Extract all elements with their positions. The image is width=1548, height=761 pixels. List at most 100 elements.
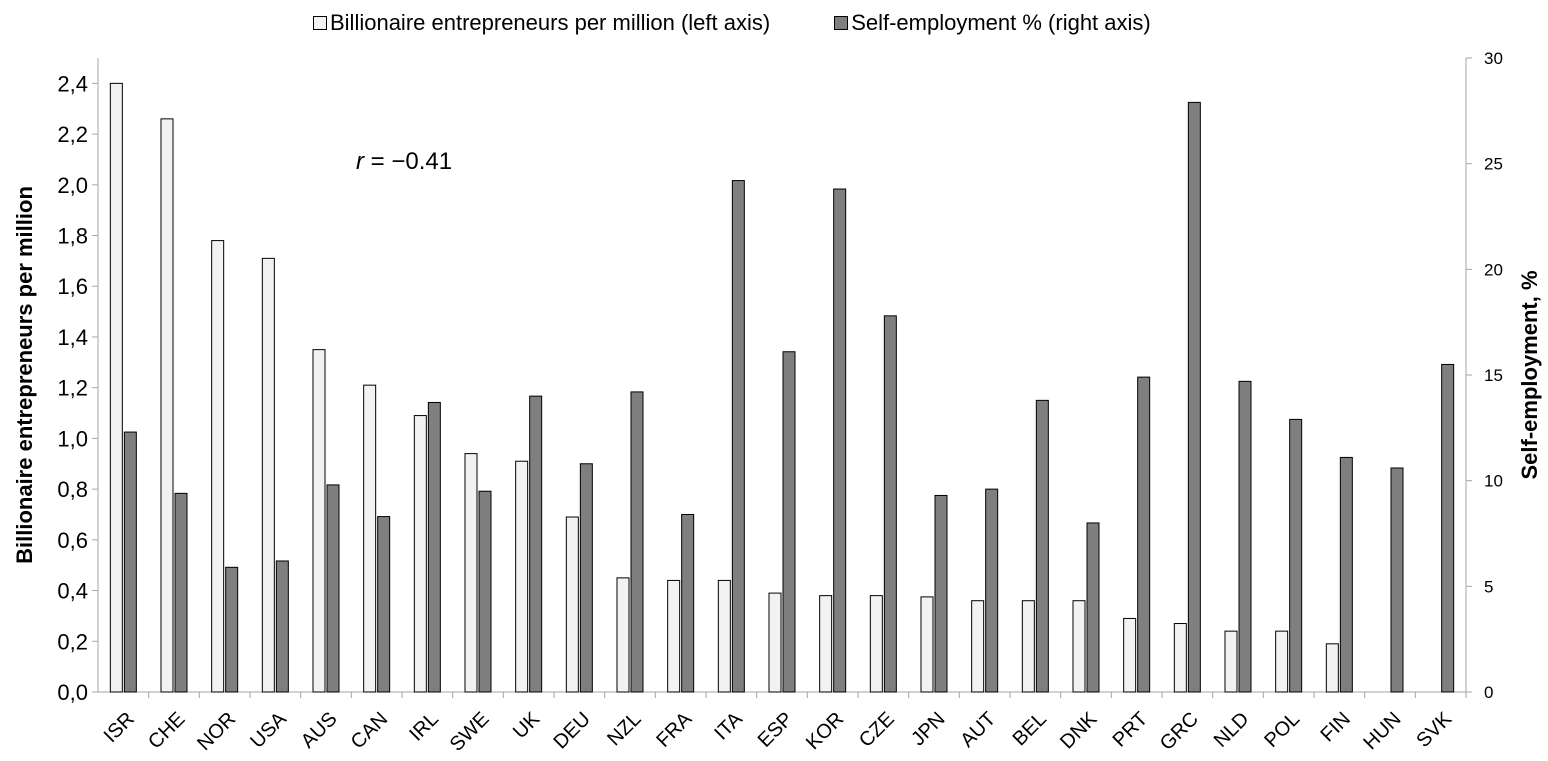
bar-self-employment-prt <box>1137 376 1151 693</box>
bar-billionaires-fra <box>667 579 681 693</box>
x-tick-label: CZE <box>855 708 899 752</box>
bar-billionaires-uk <box>515 460 529 693</box>
bar-billionaires-aut <box>971 600 985 693</box>
bar-billionaires-cze <box>869 595 883 693</box>
bar-billionaires-prt <box>1123 617 1137 693</box>
bar-self-employment-cze <box>883 315 897 693</box>
left-tick-label: 1,0 <box>57 426 88 451</box>
correlation-symbol: r <box>356 148 364 175</box>
x-tick-label: ISR <box>100 708 139 747</box>
bar-self-employment-dnk <box>1086 522 1100 693</box>
bar-self-employment-aut <box>985 488 999 693</box>
bar-self-employment-fra <box>681 513 695 693</box>
bar-self-employment-ita <box>731 180 745 693</box>
x-tick-label: SWE <box>446 708 494 756</box>
bar-self-employment-swe <box>478 490 492 693</box>
x-tick-label: FIN <box>1317 708 1355 746</box>
bar-billionaires-kor <box>819 595 833 693</box>
legend-item-billionaires: Billionaire entrepreneurs per million (l… <box>313 10 770 36</box>
left-tick-label: 0,8 <box>57 477 88 502</box>
bar-billionaires-aus <box>312 349 326 693</box>
bar-self-employment-svk <box>1441 363 1455 693</box>
y-axis-title: Billionaire entrepreneurs per million <box>12 186 37 564</box>
right-tick-label: 0 <box>1484 683 1493 702</box>
chart-legend: Billionaire entrepreneurs per million (l… <box>313 8 1215 38</box>
bar-self-employment-kor <box>833 188 847 693</box>
left-tick-label: 0,2 <box>57 629 88 654</box>
bar-self-employment-che <box>174 492 188 693</box>
x-tick-label: AUS <box>297 708 342 753</box>
bar-billionaires-irl <box>413 415 427 693</box>
y2-axis-title: Self-employment, % <box>1517 270 1542 479</box>
right-tick-label: 20 <box>1484 260 1503 279</box>
left-tick-label: 2,2 <box>57 122 88 147</box>
x-tick-label: SVK <box>1412 708 1456 752</box>
bar-billionaires-nzl <box>616 577 630 693</box>
right-tick-label: 10 <box>1484 472 1503 491</box>
correlation-annotation: r = −0.41 <box>356 148 452 176</box>
bar-billionaires-pol <box>1275 630 1289 693</box>
bar-self-employment-fin <box>1339 456 1353 693</box>
x-tick-label: ITA <box>710 708 747 745</box>
bar-billionaires-isr <box>109 82 123 693</box>
left-tick-label: 0,4 <box>57 579 88 604</box>
bar-self-employment-nzl <box>630 391 644 693</box>
x-tick-label: GRC <box>1156 708 1203 755</box>
x-tick-label: DNK <box>1056 708 1102 754</box>
x-tick-label: UK <box>509 708 545 744</box>
legend-item-self-employment: Self-employment % (right axis) <box>834 10 1151 36</box>
bar-billionaires-bel <box>1021 600 1035 693</box>
bar-billionaires-deu <box>565 516 579 693</box>
bar-self-employment-nld <box>1238 380 1252 693</box>
bar-self-employment-irl <box>427 401 441 693</box>
bar-self-employment-pol <box>1289 418 1303 693</box>
x-tick-label: NZL <box>603 708 645 750</box>
x-tick-label: IRL <box>405 708 443 746</box>
x-tick-label: HUN <box>1359 708 1405 754</box>
bar-self-employment-bel <box>1035 399 1049 693</box>
bar-billionaires-ita <box>717 579 731 693</box>
bar-billionaires-nor <box>211 240 225 693</box>
bar-billionaires-che <box>160 118 174 693</box>
x-tick-label: ESP <box>754 708 798 752</box>
x-tick-label: KOR <box>802 708 848 754</box>
legend-label-self-employment: Self-employment % (right axis) <box>851 10 1151 35</box>
bar-billionaires-nld <box>1224 630 1238 693</box>
correlation-value: = −0.41 <box>364 148 453 175</box>
x-tick-label: POL <box>1260 708 1304 752</box>
bar-self-employment-jpn <box>934 494 948 693</box>
bar-self-employment-can <box>377 516 391 693</box>
x-tick-label: AUT <box>956 708 1000 752</box>
x-tick-label: DEU <box>549 708 594 753</box>
left-tick-label: 1,8 <box>57 224 88 249</box>
left-tick-label: 0,0 <box>57 680 88 705</box>
bar-self-employment-hun <box>1390 467 1404 693</box>
bar-self-employment-deu <box>579 463 593 693</box>
bar-billionaires-usa <box>261 257 275 693</box>
bar-self-employment-usa <box>275 560 289 693</box>
right-tick-label: 30 <box>1484 49 1503 68</box>
legend-swatch-billionaires <box>313 16 327 30</box>
left-tick-label: 2,0 <box>57 173 88 198</box>
right-tick-label: 5 <box>1484 577 1493 596</box>
left-tick-label: 2,4 <box>57 71 88 96</box>
x-tick-label: USA <box>246 708 291 753</box>
bar-self-employment-grc <box>1187 101 1201 693</box>
bar-billionaires-grc <box>1173 623 1187 693</box>
bar-billionaires-can <box>363 384 377 693</box>
x-tick-label: NOR <box>193 708 240 755</box>
bar-billionaires-fin <box>1325 643 1339 693</box>
bar-billionaires-esp <box>768 592 782 693</box>
bar-billionaires-dnk <box>1072 600 1086 693</box>
left-tick-label: 1,2 <box>57 376 88 401</box>
x-tick-label: PRT <box>1109 708 1153 752</box>
bar-self-employment-aus <box>326 484 340 693</box>
x-tick-label: CHE <box>144 708 189 753</box>
x-tick-label: FRA <box>652 708 696 752</box>
bar-billionaires-swe <box>464 453 478 693</box>
right-tick-label: 25 <box>1484 155 1503 174</box>
bar-self-employment-nor <box>225 566 239 693</box>
bar-billionaires-jpn <box>920 596 934 693</box>
x-tick-label: NLD <box>1210 708 1254 752</box>
